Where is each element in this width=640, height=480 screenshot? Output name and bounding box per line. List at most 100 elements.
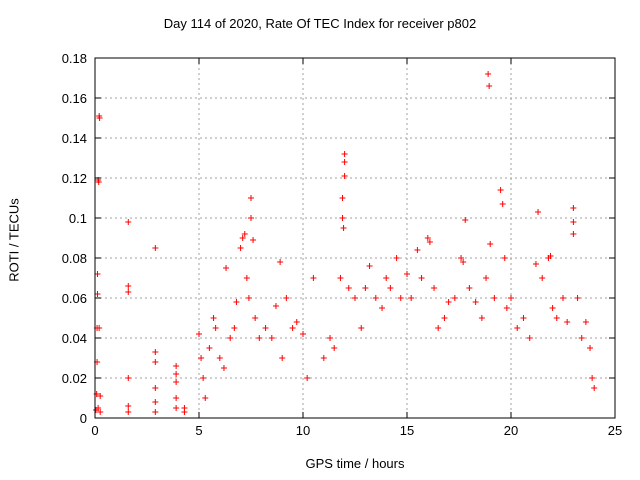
- data-point: [435, 325, 442, 331]
- data-point: [198, 355, 205, 361]
- data-point: [503, 305, 510, 311]
- data-point: [152, 409, 159, 415]
- data-point: [520, 315, 527, 321]
- data-point: [397, 295, 404, 301]
- data-point: [227, 335, 234, 341]
- y-tick-label: 0.12: [62, 171, 87, 186]
- y-tick-label: 0.08: [62, 251, 87, 266]
- data-point: [252, 315, 259, 321]
- data-point: [358, 325, 365, 331]
- data-point: [514, 325, 521, 331]
- data-point: [337, 275, 344, 281]
- data-point: [152, 399, 159, 405]
- data-point: [458, 255, 465, 261]
- data-point: [125, 219, 132, 225]
- data-point: [341, 173, 348, 179]
- y-tick-label: 0.04: [62, 331, 87, 346]
- data-point: [173, 363, 180, 369]
- data-point: [289, 325, 296, 331]
- data-points: [93, 71, 598, 415]
- y-tick-label: 0.14: [62, 131, 87, 146]
- data-point: [383, 275, 390, 281]
- data-point: [499, 201, 506, 207]
- data-point: [487, 241, 494, 247]
- data-point: [408, 295, 415, 301]
- data-point: [366, 263, 373, 269]
- x-tick-label: 10: [296, 423, 310, 438]
- data-point: [501, 255, 508, 261]
- data-point: [340, 225, 347, 231]
- data-point: [152, 245, 159, 251]
- data-point: [327, 335, 334, 341]
- data-point: [250, 237, 257, 243]
- axis-ticks: 0 5 10 15 20 25 0 0.02 0.04 0.06 0.08 0.1 0.12 0.14 0.…: [62, 51, 623, 438]
- data-point: [125, 283, 132, 289]
- grid-lines: [95, 58, 615, 418]
- data-point: [549, 305, 556, 311]
- data-point: [424, 235, 431, 241]
- data-point: [272, 303, 279, 309]
- data-point: [582, 319, 589, 325]
- data-point: [97, 393, 104, 399]
- y-tick-label: 0.18: [62, 51, 87, 66]
- data-point: [95, 179, 102, 185]
- data-point: [173, 379, 180, 385]
- data-point: [243, 275, 250, 281]
- data-point: [231, 325, 238, 331]
- y-tick-label: 0.06: [62, 291, 87, 306]
- data-point: [345, 285, 352, 291]
- data-point: [483, 275, 490, 281]
- data-point: [239, 235, 246, 241]
- data-point: [387, 285, 394, 291]
- data-point: [564, 319, 571, 325]
- data-point: [96, 325, 103, 331]
- data-point: [223, 265, 230, 271]
- data-point: [95, 405, 102, 411]
- data-point: [202, 395, 209, 401]
- data-point: [181, 409, 188, 415]
- data-point: [431, 285, 438, 291]
- y-tick-label: 0: [80, 411, 87, 426]
- data-point: [279, 355, 286, 361]
- data-point: [591, 385, 598, 391]
- data-point: [256, 335, 263, 341]
- data-point: [426, 239, 433, 245]
- data-point: [277, 259, 284, 265]
- data-point: [152, 349, 159, 355]
- data-point: [125, 403, 132, 409]
- data-point: [331, 345, 338, 351]
- data-point: [339, 195, 346, 201]
- data-point: [414, 247, 421, 253]
- data-point: [196, 331, 202, 337]
- data-point: [393, 255, 400, 261]
- data-point: [497, 187, 504, 193]
- data-point: [532, 261, 539, 267]
- data-point: [245, 295, 252, 301]
- data-point: [372, 295, 379, 301]
- data-point: [173, 405, 180, 411]
- data-point: [570, 219, 577, 225]
- data-point: [200, 375, 207, 381]
- data-point: [220, 365, 227, 371]
- data-point: [248, 215, 254, 221]
- data-point: [310, 275, 317, 281]
- x-axis-label: GPS time / hours: [305, 456, 405, 471]
- data-point: [173, 395, 180, 401]
- x-tick-label: 0: [91, 423, 98, 438]
- data-point: [570, 205, 577, 211]
- y-tick-label: 0.16: [62, 91, 87, 106]
- data-point: [237, 245, 244, 251]
- data-point: [352, 295, 358, 301]
- data-point: [216, 355, 223, 361]
- data-point: [508, 295, 514, 301]
- x-tick-label: 5: [195, 423, 202, 438]
- data-point: [472, 299, 479, 305]
- x-tick-label: 25: [608, 423, 622, 438]
- data-point: [547, 253, 554, 259]
- data-point: [125, 409, 132, 415]
- data-point: [341, 159, 348, 165]
- x-tick-label: 15: [400, 423, 414, 438]
- data-point: [574, 295, 581, 301]
- data-point: [152, 385, 159, 391]
